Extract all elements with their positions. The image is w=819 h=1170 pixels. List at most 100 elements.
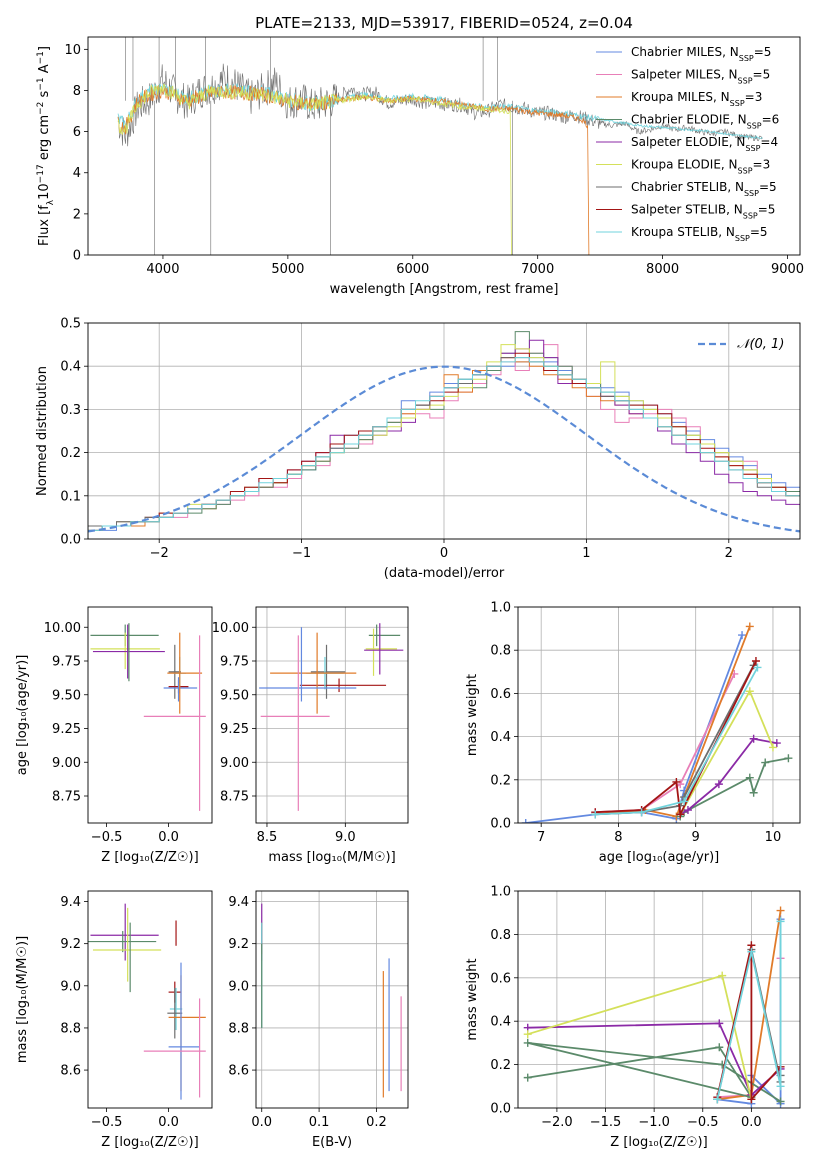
x-tick-label: −1.0 — [638, 1115, 670, 1130]
series-line — [595, 626, 751, 818]
legend-label: Salpeter STELIB, N — [631, 203, 743, 217]
y-axis-label-part: ] — [37, 46, 52, 51]
point-marker — [745, 773, 754, 782]
y-tick-label: 0.4 — [60, 360, 81, 375]
x-tick-label: 8 — [614, 830, 622, 845]
legend-label: Chabrier ELODIE, N — [631, 113, 747, 127]
x-tick-label: 7 — [537, 830, 545, 845]
legend-tail: =5 — [758, 203, 776, 217]
x-tick-label: 4000 — [146, 262, 179, 277]
legend-sub: SSP — [745, 144, 760, 153]
errorbar-point — [270, 632, 357, 714]
spectrum-panel: PLATE=2133, MJD=53917, FIBERID=0524, z=0… — [36, 14, 804, 297]
y-tick-label: 9.25 — [220, 722, 249, 737]
axes-frame — [87, 606, 213, 824]
errorbar-point — [260, 635, 330, 811]
age-vs-mass-panel: 8.5 9.0 8.75 9.00 9.25 9.50 9.75 10.00 mass [log… — [212, 606, 409, 865]
legend-entry: Kroupa STELIB, NSSP=5 — [631, 225, 768, 243]
y-axis-label: mass weight — [465, 958, 480, 1040]
x-tick-label: 2 — [725, 546, 733, 561]
legend-sub: SSP — [730, 99, 745, 108]
errorbar-point — [90, 632, 160, 670]
point-marker — [683, 806, 692, 815]
x-axis-label: E(B-V) — [312, 1135, 352, 1150]
y-tick-label: 4 — [73, 166, 81, 181]
axes-frame — [255, 606, 409, 824]
y-tick-label: 8.6 — [228, 1064, 249, 1079]
errorbar-point — [90, 624, 159, 647]
point-marker — [753, 663, 762, 672]
legend-tail: =4 — [760, 135, 778, 149]
histogram-step — [88, 344, 800, 539]
y-tick-label: 0.0 — [60, 533, 81, 548]
massweight-vs-age-plot-area — [521, 622, 793, 823]
mass-vs-z-panel: −0.5 0.0 8.6 8.8 9.0 9.2 9.4 Z [log₁₀(Z/Z☉)] mas… — [15, 890, 213, 1150]
y-tick-label: 9.2 — [228, 937, 249, 952]
x-tick-label: 0.0 — [251, 1115, 272, 1130]
y-tick-label: 9.75 — [52, 655, 81, 670]
y-axis-label-part: A — [37, 64, 52, 77]
gaussian-curve — [88, 365, 800, 533]
point-marker — [745, 687, 754, 696]
x-tick-label: 9.0 — [335, 830, 356, 845]
y-tick-label: 9.75 — [220, 655, 249, 670]
x-tick-label: 0.1 — [309, 1115, 330, 1130]
x-axis-label: (data-model)/error — [384, 566, 505, 581]
y-tick-label: 8.8 — [60, 1021, 81, 1036]
series-line — [525, 634, 743, 823]
mass-vs-ebv-panel: 0.0 0.1 0.2 8.6 8.8 9.0 9.2 9.4 E(B-V) — [228, 890, 409, 1150]
x-tick-label: 6000 — [396, 262, 429, 277]
point-marker — [715, 1019, 724, 1028]
y-tick-label: 0.4 — [490, 1015, 511, 1030]
point-marker — [637, 808, 646, 817]
series-line — [716, 921, 782, 1100]
y-tick-label: 8 — [73, 84, 81, 99]
point-marker — [761, 758, 770, 767]
legend-entry: 𝒩(0, 1) — [737, 337, 784, 352]
spectrum-plot-area — [117, 37, 763, 255]
x-tick-label: 9000 — [771, 262, 804, 277]
legend-label: Kroupa ELODIE, N — [631, 158, 738, 172]
y-axis-label: Flux [fλ10−17 erg cm−2 s−1 A−1] — [36, 46, 56, 246]
x-axis-label: wavelength [Angstrom, rest frame] — [330, 282, 559, 297]
x-tick-label: −0.5 — [687, 1115, 719, 1130]
histogram-step — [88, 331, 800, 539]
legend-entry: Chabrier MILES, NSSP=5 — [631, 45, 771, 63]
y-axis-label: age [log₁₀(age/yr)] — [15, 655, 30, 776]
x-tick-label: 0.0 — [158, 830, 179, 845]
y-tick-label: 1.0 — [490, 601, 511, 616]
legend-tail: =3 — [745, 90, 763, 104]
errorbar-point — [163, 677, 198, 702]
x-axis-label: Z [log₁₀(Z/Z☉)] — [101, 1135, 198, 1150]
errorbar-point — [365, 628, 398, 676]
errorbar-point — [169, 987, 183, 1031]
y-axis-label: mass [log₁₀(M/M☉)] — [15, 936, 30, 1063]
axes-frame — [517, 606, 801, 824]
x-tick-label: 0.0 — [741, 1115, 762, 1130]
legend-label: Salpeter ELODIE, N — [631, 135, 745, 149]
x-tick-label: −0.5 — [91, 830, 123, 845]
y-tick-label: 0.2 — [60, 446, 81, 461]
x-tick-label: 0.0 — [158, 1115, 179, 1130]
x-tick-label: 5000 — [271, 262, 304, 277]
point-marker — [751, 657, 760, 665]
massweight-vs-z-plot-area — [523, 906, 785, 1108]
series-line — [595, 664, 755, 816]
y-tick-label: 9.4 — [60, 895, 81, 910]
spectrum-line — [117, 82, 763, 140]
mass-vs-z-plot-area — [88, 903, 206, 1100]
age-vs-z-plot-area — [90, 623, 206, 811]
legend-sub: SSP — [738, 76, 753, 85]
legend-sub: SSP — [738, 166, 753, 175]
x-axis-label: Z [log₁₀(Z/Z☉)] — [101, 850, 198, 865]
errorbar-point — [167, 632, 203, 714]
mass-vs-ebv-plot-area — [261, 903, 402, 1098]
x-axis-label: Z [log₁₀(Z/Z☉)] — [610, 1135, 707, 1150]
y-tick-label: 1.0 — [490, 885, 511, 900]
y-tick-label: 2 — [73, 207, 81, 222]
spectrum-line — [117, 83, 512, 255]
point-marker — [523, 1073, 532, 1082]
point-marker — [784, 754, 793, 763]
y-axis-label-part: −1 — [36, 51, 46, 64]
